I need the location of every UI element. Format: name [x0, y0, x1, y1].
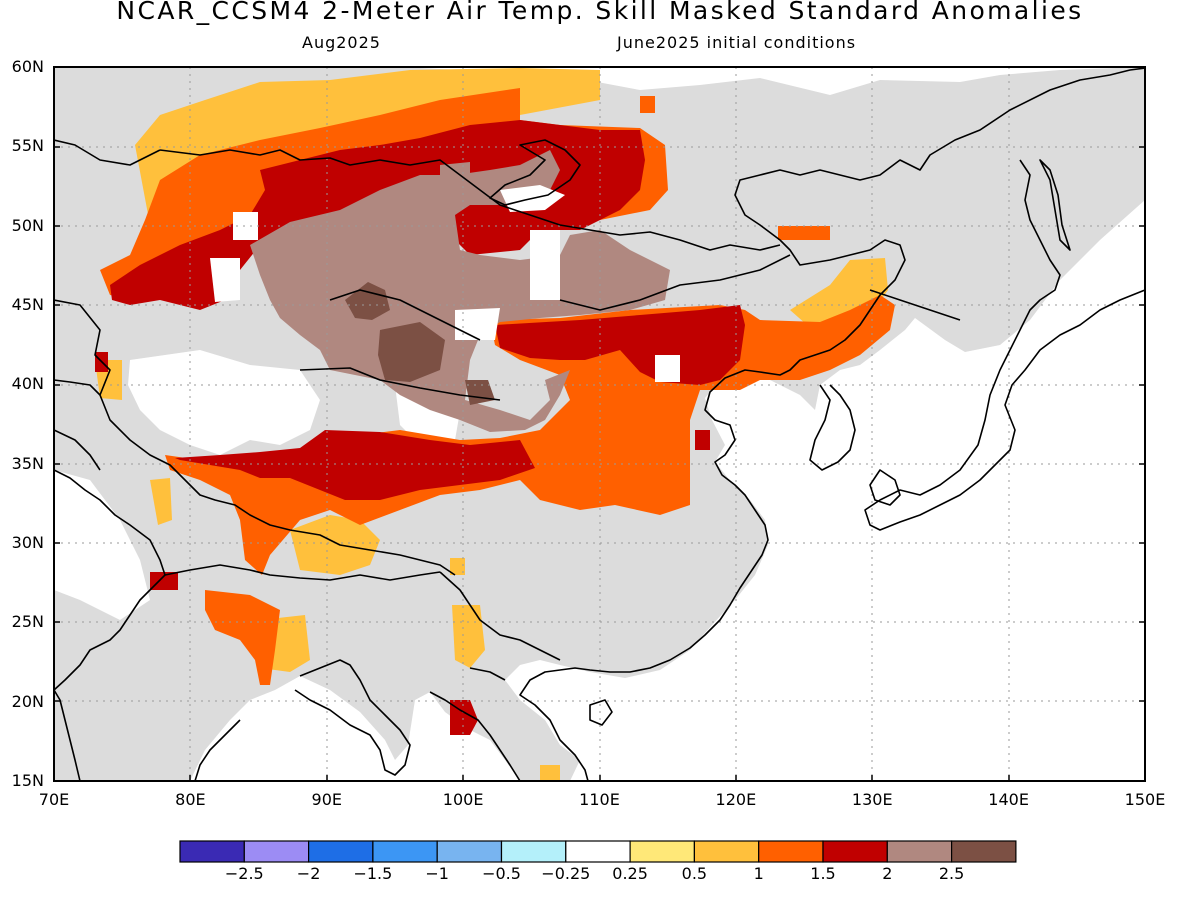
- lat-label: 30N: [11, 533, 44, 552]
- lat-label: 50N: [11, 215, 44, 235]
- colorbar-label: −0.25: [541, 864, 591, 883]
- colorbar-label: 2: [882, 864, 893, 883]
- colorbar-swatch: [243, 840, 310, 863]
- lon-label: 70E: [38, 790, 70, 809]
- colorbar-label: −0.5: [482, 864, 521, 883]
- lat-label: 45N: [11, 295, 44, 314]
- lon-label: 80E: [175, 790, 206, 809]
- lon-label: 100E: [442, 790, 484, 809]
- colorbar-swatch: [693, 840, 760, 863]
- zero-anomaly-cells: [210, 185, 680, 382]
- lon-label: 130E: [851, 790, 893, 809]
- colorbar-swatch: [950, 840, 1017, 863]
- colorbar-label: 0.25: [612, 864, 648, 883]
- lat-label: 40N: [11, 374, 44, 394]
- colorbar-label: 2.5: [938, 864, 965, 883]
- coastlines-borders: [54, 67, 1145, 781]
- lon-label: 110E: [579, 790, 620, 809]
- lat-label: 15N: [11, 771, 44, 790]
- anomaly-2-band: [250, 150, 670, 432]
- colorbar-label: −1.5: [353, 864, 393, 883]
- colorbar-label: 0.5: [681, 864, 708, 883]
- lon-label: 120E: [715, 790, 757, 809]
- lat-label: 55N: [11, 136, 44, 156]
- colorbar-swatch: [500, 840, 567, 863]
- axis-ticks: [54, 66, 1145, 782]
- lon-label: 150E: [1124, 790, 1166, 809]
- map-title: NCAR_CCSM4 2-Meter Air Temp. Skill Maske…: [116, 0, 1084, 25]
- colorbar-label: −2.5: [224, 864, 264, 883]
- colorbar-swatch: [822, 840, 888, 863]
- colorbar-swatch: [308, 840, 374, 863]
- colorbar-label: 1: [753, 864, 764, 883]
- colorbar-label: −1: [425, 864, 449, 883]
- lon-label: 90E: [311, 790, 342, 809]
- lat-label: 25N: [11, 612, 44, 632]
- colorbar-swatch: [436, 840, 503, 863]
- lat-label: 60N: [11, 57, 44, 76]
- colorbar-swatch: [179, 840, 245, 863]
- graticule: [54, 67, 1145, 781]
- lat-label: 35N: [11, 453, 44, 473]
- colorbar-swatch: [886, 840, 953, 863]
- colorbar-swatch: [565, 840, 631, 863]
- colorbar-label: 1.5: [810, 864, 836, 883]
- lat-label: 20N: [11, 691, 44, 711]
- initial-conditions: June2025 initial conditions: [617, 33, 857, 52]
- colorbar-swatch: [629, 840, 695, 863]
- colorbar: [179, 840, 1017, 863]
- colorbar-label: −2: [296, 864, 321, 883]
- lon-label: 140E: [988, 790, 1029, 809]
- forecast-month: Aug2025: [302, 33, 381, 52]
- colorbar-swatch: [372, 840, 438, 863]
- colorbar-swatch: [758, 840, 824, 863]
